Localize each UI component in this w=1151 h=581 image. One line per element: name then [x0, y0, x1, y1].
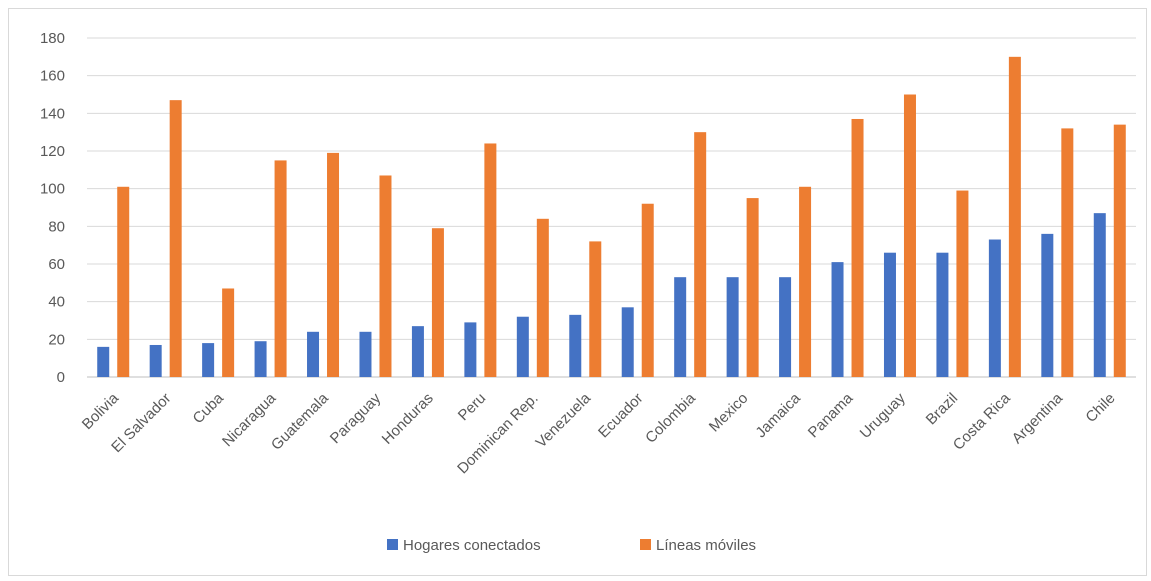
bar-lineas-moviles — [694, 132, 707, 377]
legend-swatch — [387, 539, 398, 550]
bar-lineas-moviles — [956, 190, 969, 377]
y-tick-label: 80 — [48, 218, 65, 235]
bar-lineas-moviles — [536, 218, 549, 377]
bar-hogares-conectados — [202, 343, 215, 377]
chart-frame: 0 20 40 60 80 100 120 140 160 180 Bolivia El Salva… — [8, 8, 1147, 576]
bar-hogares-conectados — [674, 277, 687, 377]
x-category-label: Brazil — [923, 390, 962, 429]
bar-hogares-conectados — [254, 341, 267, 377]
bar-lineas-moviles — [746, 198, 759, 377]
legend-label: Líneas móviles — [656, 537, 756, 554]
bar-lineas-moviles — [117, 186, 130, 377]
y-tick-label: 140 — [40, 105, 65, 122]
bar-lineas-moviles — [1061, 128, 1074, 377]
bar-lineas-moviles — [274, 160, 287, 377]
bar-hogares-conectados — [621, 307, 634, 377]
bar-lineas-moviles — [1113, 124, 1126, 377]
x-category-label: Bolivia — [79, 389, 123, 433]
y-tick-label: 40 — [48, 294, 65, 311]
bar-hogares-conectados — [149, 344, 162, 377]
bar-lineas-moviles — [641, 203, 654, 377]
y-tick-label: 20 — [48, 331, 65, 348]
bar-hogares-conectados — [1093, 213, 1106, 377]
bar-lineas-moviles — [799, 186, 812, 377]
x-category-label: Panama — [805, 389, 857, 441]
bar-hogares-conectados — [726, 277, 739, 377]
bar-hogares-conectados — [411, 326, 424, 377]
bar-lineas-moviles — [484, 143, 497, 377]
bar-hogares-conectados — [359, 331, 372, 377]
bar-hogares-conectados — [97, 346, 110, 377]
bar-hogares-conectados — [883, 252, 896, 377]
bar-lineas-moviles — [851, 118, 864, 377]
legend-swatch — [640, 539, 651, 550]
y-tick-label: 180 — [40, 30, 65, 47]
x-category-label: Ecuador — [595, 390, 647, 442]
y-tick-label: 60 — [48, 256, 65, 273]
x-category-label: Argentina — [1009, 389, 1067, 447]
bars — [97, 56, 1126, 378]
gridlines — [87, 37, 1136, 378]
x-category-label: Honduras — [379, 390, 437, 448]
bar-lineas-moviles — [589, 241, 602, 377]
x-category-label: Cuba — [190, 389, 228, 427]
bar-hogares-conectados — [569, 314, 582, 377]
x-category-label: Guatemala — [268, 389, 332, 453]
bar-lineas-moviles — [169, 100, 182, 378]
bar-hogares-conectados — [1041, 233, 1054, 377]
y-tick-label: 0 — [57, 369, 65, 386]
bar-hogares-conectados — [988, 239, 1001, 377]
x-category-label: Costa Rica — [950, 389, 1014, 453]
x-category-label: Peru — [455, 390, 489, 424]
bar-lineas-moviles — [379, 175, 392, 377]
legend: Hogares conectados Líneas móviles — [387, 537, 756, 554]
y-tick-label: 120 — [40, 143, 65, 160]
bar-lineas-moviles — [903, 94, 916, 377]
bar-hogares-conectados — [516, 316, 529, 377]
bar-hogares-conectados — [936, 252, 949, 377]
x-category-label: Colombia — [642, 389, 699, 446]
bar-hogares-conectados — [464, 322, 477, 377]
y-axis-tick-labels: 0 20 40 60 80 100 120 140 160 180 — [40, 30, 65, 386]
y-tick-label: 160 — [40, 68, 65, 85]
x-category-label: Paraguay — [327, 389, 385, 447]
bar-hogares-conectados — [831, 262, 844, 377]
x-category-label: Jamaica — [752, 389, 804, 441]
x-category-label: Mexico — [706, 390, 752, 436]
bar-hogares-conectados — [307, 331, 320, 377]
y-tick-label: 100 — [40, 181, 65, 198]
bar-lineas-moviles — [431, 228, 444, 377]
bar-lineas-moviles — [1008, 56, 1021, 377]
bar-lineas-moviles — [222, 288, 235, 377]
x-category-label: Chile — [1082, 390, 1118, 426]
bar-lineas-moviles — [327, 152, 340, 377]
bar-hogares-conectados — [779, 277, 792, 377]
x-category-label: Venezuela — [533, 389, 595, 451]
legend-label: Hogares conectados — [403, 537, 541, 554]
x-category-label: Uruguay — [857, 389, 909, 441]
